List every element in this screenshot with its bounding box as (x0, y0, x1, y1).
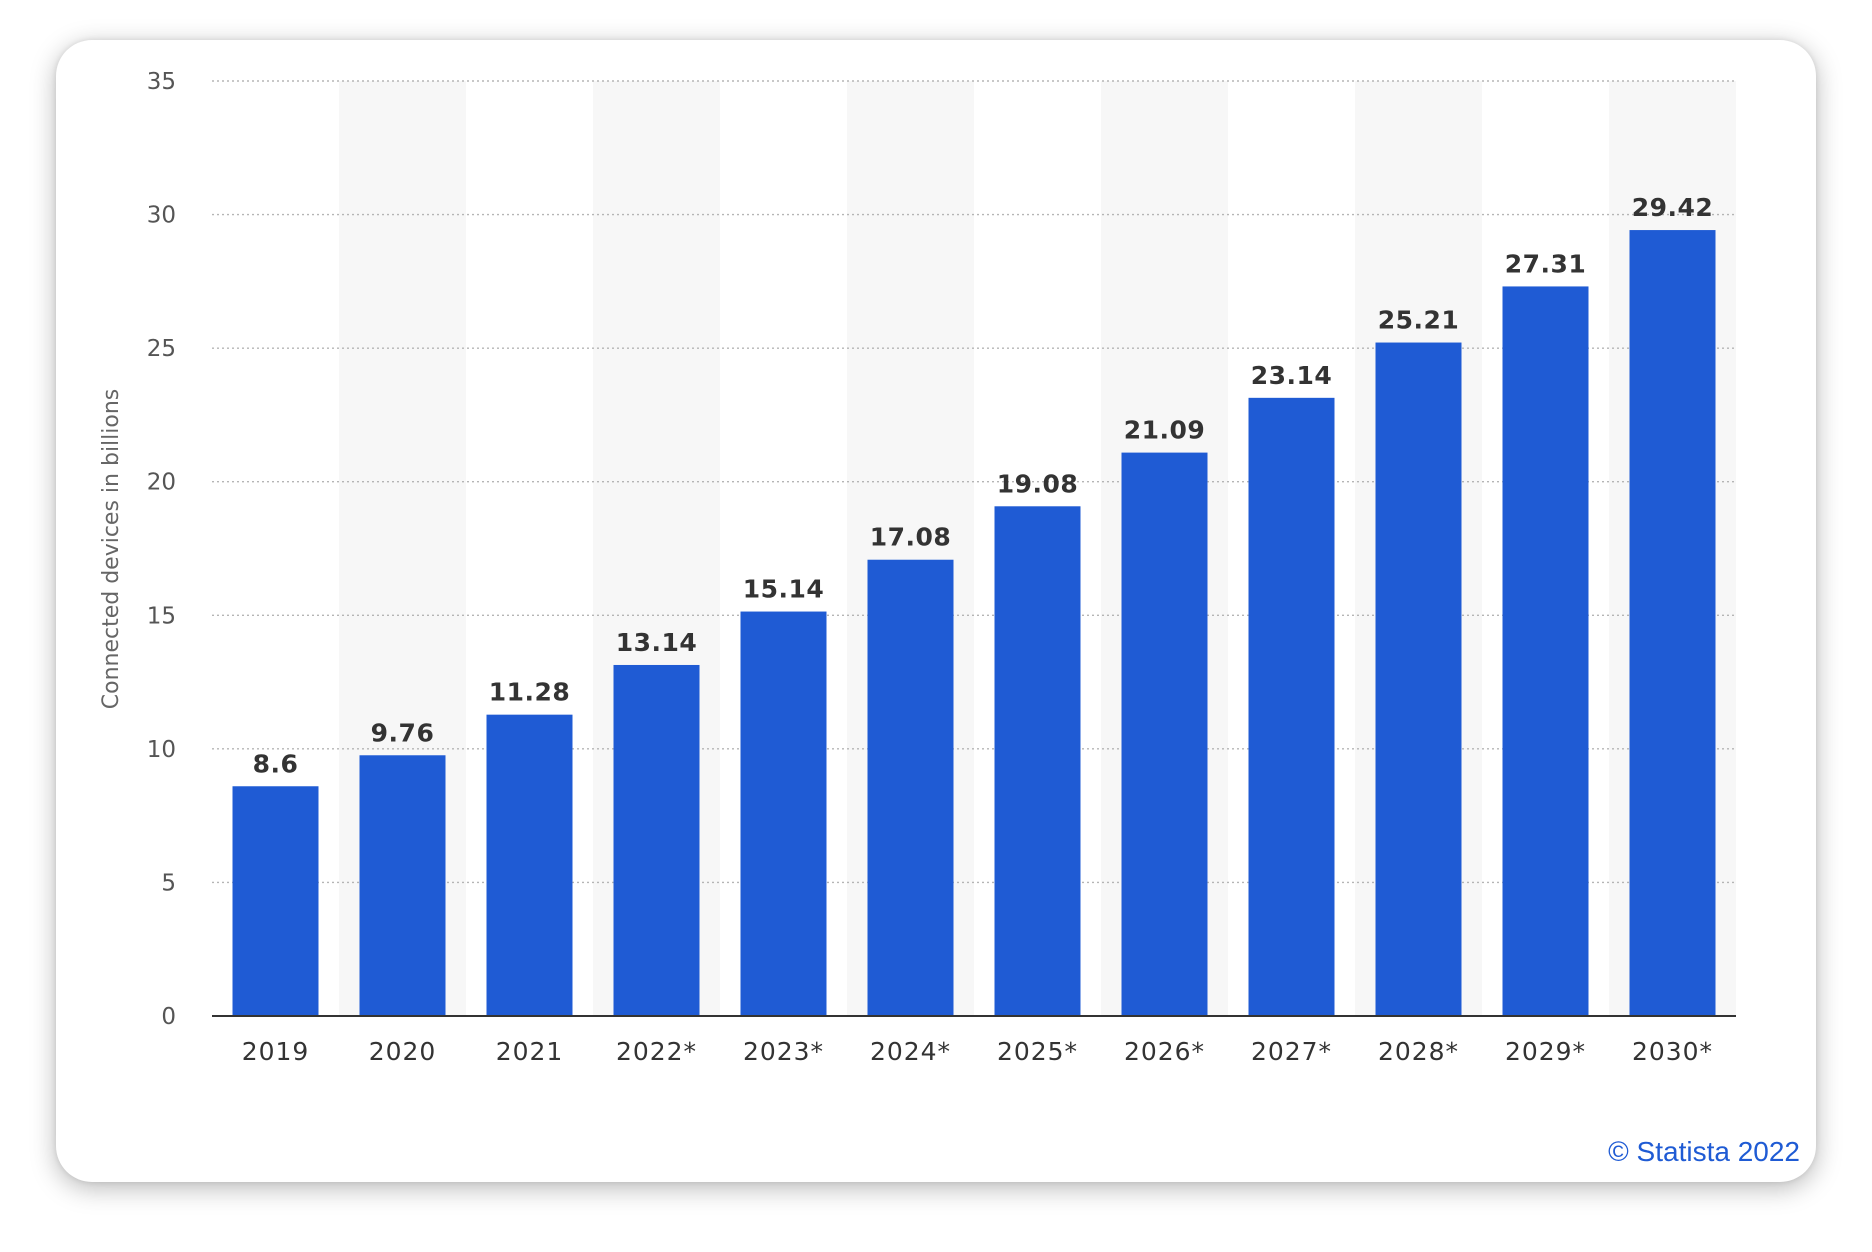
x-tick-label: 2022* (616, 1037, 697, 1066)
y-tick-label: 15 (147, 603, 176, 629)
bar[interactable] (486, 714, 573, 1016)
x-tick-label: 2025* (997, 1037, 1078, 1066)
data-label: 11.28 (489, 678, 571, 707)
bar[interactable] (1375, 342, 1462, 1017)
bar[interactable] (867, 559, 954, 1016)
source-credit[interactable]: © Statista 2022 (1608, 1136, 1800, 1167)
x-tick-label: 2019 (242, 1037, 310, 1066)
data-label: 8.6 (253, 749, 299, 778)
chart-card: 0 5 10 15 20 25 30 35 8.6 9.76 11.28 13.14 15.14 17.… (56, 40, 1816, 1182)
bar[interactable] (994, 506, 1081, 1016)
data-label: 29.42 (1632, 193, 1714, 222)
x-tick-label: 2024* (870, 1037, 951, 1066)
y-tick-label: 30 (147, 203, 176, 229)
data-label: 23.14 (1251, 361, 1333, 390)
y-tick-label: 25 (147, 336, 176, 362)
y-axis-ticks: 0 5 10 15 20 25 30 35 (147, 69, 176, 1030)
bar[interactable] (1248, 397, 1335, 1016)
bar[interactable] (232, 786, 319, 1016)
y-tick-label: 5 (161, 870, 176, 896)
x-tick-label: 2021 (496, 1037, 564, 1066)
data-label: 21.09 (1124, 416, 1206, 445)
bar[interactable] (1121, 452, 1208, 1016)
x-tick-label: 2026* (1124, 1037, 1205, 1066)
x-axis-ticks: 2019 2020 2021 2022* 2023* 2024* 2025* 2026* 202… (242, 1037, 1713, 1066)
y-tick-label: 35 (147, 69, 176, 95)
bars (232, 230, 1716, 1017)
y-tick-label: 20 (147, 470, 176, 496)
x-tick-label: 2020 (369, 1037, 437, 1066)
data-label: 19.08 (997, 469, 1079, 498)
x-tick-label: 2030* (1632, 1037, 1713, 1066)
data-label: 15.14 (743, 575, 825, 604)
y-tick-label: 10 (147, 737, 176, 763)
bar[interactable] (1629, 230, 1716, 1016)
data-label: 27.31 (1505, 249, 1587, 278)
x-tick-label: 2029* (1505, 1037, 1586, 1066)
x-tick-label: 2028* (1378, 1037, 1459, 1066)
data-label: 13.14 (616, 628, 698, 657)
bar[interactable] (613, 664, 700, 1016)
gridlines (212, 80, 1736, 884)
data-label: 17.08 (870, 523, 952, 552)
value-labels: 8.6 9.76 11.28 13.14 15.14 17.08 19.08 21.09 23.… (253, 193, 1714, 778)
bar[interactable] (1502, 286, 1589, 1016)
bar[interactable] (359, 755, 446, 1016)
data-label: 25.21 (1378, 306, 1460, 335)
x-tick-label: 2023* (743, 1037, 824, 1066)
x-tick-label: 2027* (1251, 1037, 1332, 1066)
bar[interactable] (740, 611, 827, 1016)
data-label: 9.76 (371, 718, 435, 747)
y-tick-label: 0 (161, 1004, 176, 1030)
y-axis-label: Connected devices in billions (99, 389, 124, 710)
bar-chart: 0 5 10 15 20 25 30 35 8.6 9.76 11.28 13.14 15.14 17.… (99, 69, 1736, 1066)
